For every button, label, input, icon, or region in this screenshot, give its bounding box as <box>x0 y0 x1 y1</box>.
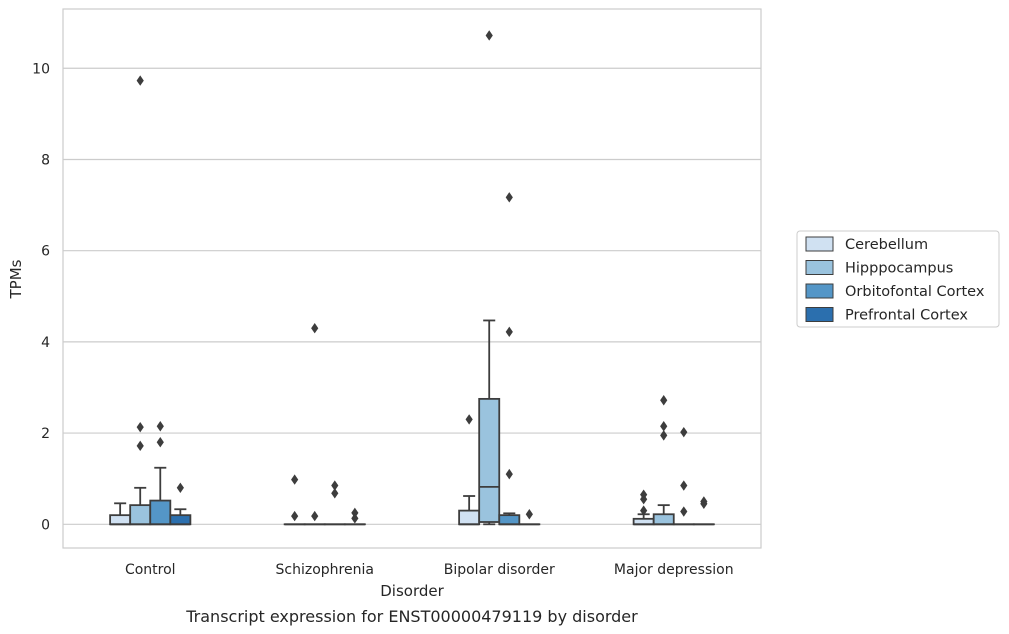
y-axis-label: TPMs <box>7 259 25 299</box>
y-tick-label: 6 <box>41 244 50 260</box>
outlier-point <box>505 192 513 203</box>
legend-swatch <box>805 307 834 322</box>
outlier-point <box>680 506 688 517</box>
series-orbitofontal-cortex <box>149 192 695 526</box>
outlier-point <box>660 430 668 441</box>
plot-background <box>63 9 761 548</box>
outlier-point <box>311 323 319 334</box>
box-series <box>109 30 715 526</box>
x-tick-label: Major depression <box>614 562 734 578</box>
outlier-point <box>485 30 493 41</box>
y-tick-label: 8 <box>41 152 50 168</box>
series-prefrontal-cortex <box>169 482 715 526</box>
y-tick-labels: 0 2 4 6 8 10 <box>32 61 50 533</box>
box <box>169 514 192 526</box>
legend-swatch <box>805 260 834 275</box>
legend-label: Cerebellum <box>845 237 928 253</box>
box <box>652 513 675 526</box>
box <box>498 514 521 526</box>
outlier-point <box>640 505 648 516</box>
x-tick-labels: Control Schizophrenia Bipolar disorder Majo… <box>125 562 734 578</box>
outlier-point <box>351 513 359 524</box>
outlier-point <box>156 437 164 448</box>
y-tick-label: 10 <box>32 61 50 77</box>
outlier-point <box>700 498 708 509</box>
outlier-point <box>640 494 648 505</box>
x-tick-label: Bipolar disorder <box>444 562 555 578</box>
x-tick-label: Schizophrenia <box>276 562 374 578</box>
legend-label: Orbitofontal Cortex <box>845 284 985 300</box>
outlier-point <box>680 426 688 438</box>
box <box>458 509 481 526</box>
legend-frame <box>796 230 1000 328</box>
outlier-point <box>136 75 144 86</box>
outlier-point <box>331 480 339 491</box>
outlier-point <box>660 421 668 432</box>
y-tick-label: 2 <box>41 426 50 442</box>
outlier-point <box>291 474 299 485</box>
x-tick-label: Control <box>125 562 176 578</box>
legend-label: Prefrontal Cortex <box>845 308 968 324</box>
outlier-point <box>331 488 339 499</box>
outlier-point <box>680 480 688 491</box>
legend-label: Hipppocampus <box>845 261 953 277</box>
outlier-point <box>505 326 513 338</box>
chart-caption: Transcript expression for ENST0000047911… <box>185 607 638 626</box>
legend-swatch <box>805 283 834 299</box>
box <box>149 499 172 526</box>
outlier-point <box>291 510 299 522</box>
y-tick-label: 0 <box>41 517 50 533</box>
x-axis-label: Disorder <box>380 582 444 600</box>
outlier-point <box>465 414 473 425</box>
outlier-point <box>660 395 668 406</box>
legend-swatch <box>805 236 834 252</box>
outlier-point <box>311 510 319 522</box>
outlier-point <box>351 507 359 519</box>
outlier-point <box>176 482 184 494</box>
box <box>478 397 501 523</box>
box <box>129 504 152 526</box>
y-tick-label: 4 <box>41 335 50 351</box>
series-cerebellum <box>109 414 655 526</box>
outlier-point <box>505 468 513 480</box>
box <box>109 514 132 526</box>
series-hipppocampus <box>129 30 675 526</box>
legend: Cerebellum Hipppocampus Orbitofontal Corte… <box>796 230 1000 328</box>
outlier-point <box>156 421 164 432</box>
outlier-point <box>136 440 144 452</box>
outlier-point <box>136 421 144 433</box>
plot-frame <box>62 8 762 549</box>
outlier-point <box>525 509 533 520</box>
